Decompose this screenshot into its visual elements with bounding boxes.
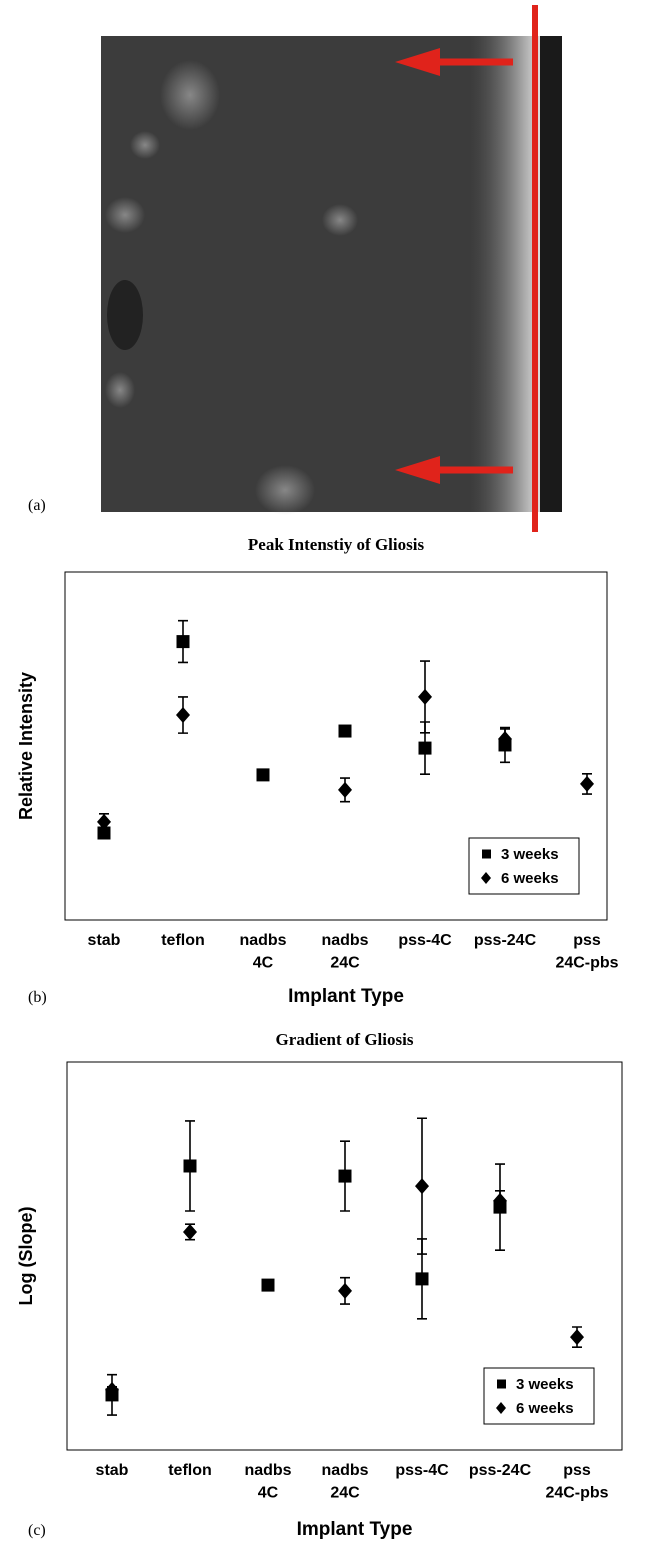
point: [338, 1282, 352, 1299]
point: [338, 781, 352, 798]
x-axis-title: Implant Type: [288, 986, 404, 1007]
plot-frame: [66, 1061, 623, 1451]
x-tick-label: nadbs 24C: [321, 932, 368, 971]
legend-label: 3 weeks: [516, 1376, 574, 1393]
legend-label: 3 weeks: [501, 846, 559, 863]
x-tick-label: stab: [96, 1462, 129, 1479]
chart-title: Gradient of Gliosis: [276, 1030, 414, 1049]
x-axis-title: Implant Type: [297, 1519, 413, 1540]
point: [498, 731, 512, 748]
point: [261, 1278, 275, 1292]
point: [415, 1178, 429, 1195]
x-tick-label: nadbs 4C: [244, 1462, 291, 1501]
point: [183, 1223, 197, 1240]
y-axis-title: Relative Intensity: [16, 672, 36, 820]
point: [338, 724, 352, 738]
x-tick-label: pss 24C-pbs: [545, 1462, 608, 1501]
x-tick-label: pss-24C: [474, 932, 537, 949]
point: [418, 688, 432, 705]
point: [493, 1192, 507, 1209]
x-tick-label: pss-4C: [398, 932, 452, 949]
legend-marker: [496, 1402, 506, 1414]
point: [183, 1159, 197, 1173]
point: [97, 813, 111, 830]
x-tick-label: teflon: [161, 932, 205, 949]
legend-marker: [481, 872, 491, 884]
point: [570, 1329, 584, 1346]
panel-label: (a): [28, 497, 46, 514]
legend-label: 6 weeks: [501, 870, 559, 887]
plot-frame: [64, 571, 608, 921]
point: [338, 1169, 352, 1183]
chart-title: Peak Intenstiy of Gliosis: [248, 535, 425, 554]
legend-label: 6 weeks: [516, 1400, 574, 1417]
point: [256, 768, 270, 782]
point: [415, 1272, 429, 1286]
point: [580, 775, 594, 792]
legend-box: [483, 1367, 595, 1425]
x-tick-label: nadbs 24C: [321, 1462, 368, 1501]
point: [176, 707, 190, 724]
point: [176, 635, 190, 649]
point: [418, 741, 432, 755]
point: [105, 1381, 119, 1398]
panel-label: (c): [28, 1522, 46, 1539]
x-tick-label: pss 24C-pbs: [555, 932, 618, 971]
y-axis-title: Log (Slope): [16, 1207, 36, 1306]
legend-marker: [482, 849, 491, 859]
panel-label: (b): [28, 989, 47, 1006]
x-tick-label: teflon: [168, 1462, 212, 1479]
x-tick-label: pss-4C: [395, 1462, 449, 1479]
micrograph: [101, 5, 562, 532]
x-tick-label: nadbs 4C: [239, 932, 286, 971]
legend-box: [468, 837, 580, 895]
x-tick-label: stab: [88, 932, 121, 949]
x-tick-label: pss-24C: [469, 1462, 532, 1479]
legend-marker: [497, 1379, 506, 1389]
